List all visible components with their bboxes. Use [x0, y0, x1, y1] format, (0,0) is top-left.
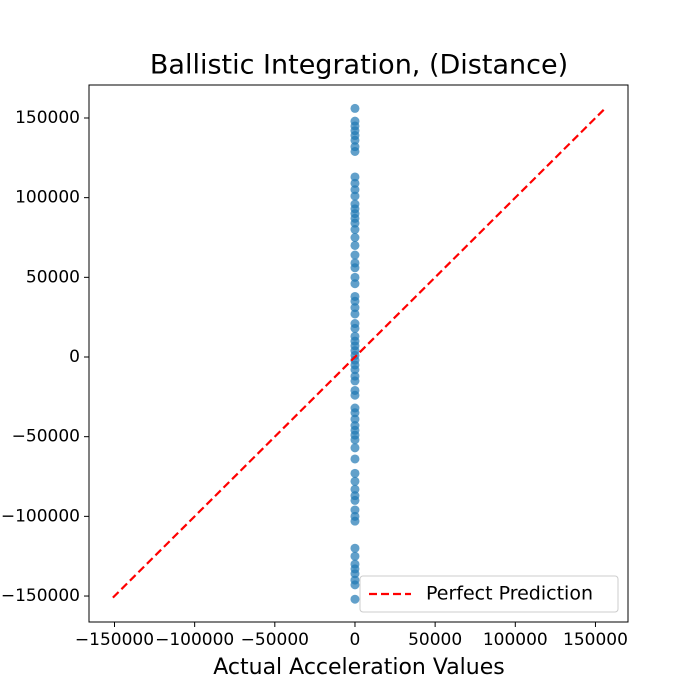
x-tick-label: 150000 — [563, 630, 628, 650]
chart-title: Ballistic Integration, (Distance) — [150, 50, 568, 81]
point — [350, 146, 360, 156]
legend-box — [359, 575, 619, 613]
point — [350, 543, 360, 553]
point — [350, 218, 360, 228]
point — [350, 172, 360, 182]
point — [350, 309, 360, 319]
x-tick-label: −100000 — [155, 630, 234, 650]
point — [350, 516, 360, 526]
point — [350, 580, 360, 590]
point — [350, 225, 360, 235]
point — [350, 103, 360, 113]
point — [350, 476, 360, 486]
point — [350, 435, 360, 445]
point — [350, 551, 360, 561]
point — [350, 250, 360, 260]
point — [350, 135, 360, 145]
point — [350, 414, 360, 424]
point — [350, 443, 360, 453]
point — [350, 484, 360, 494]
point — [350, 454, 360, 464]
point — [350, 272, 360, 282]
y-tick-label: 50000 — [26, 267, 80, 287]
plot-frame — [88, 84, 629, 623]
point — [350, 191, 360, 201]
x-tick-label: −50000 — [241, 630, 309, 650]
x-tick-label: 100000 — [483, 630, 548, 650]
perfect-line — [112, 107, 606, 599]
y-tick-label: −150000 — [1, 586, 80, 606]
point — [350, 594, 360, 604]
y-tick-label: 150000 — [15, 108, 80, 128]
legend-label: Perfect Prediction — [426, 583, 593, 605]
x-axis-label: Actual Acceleration Values — [213, 655, 505, 680]
x-tick-label: 0 — [350, 630, 361, 650]
point — [350, 185, 360, 195]
x-tick-label: −150000 — [75, 630, 154, 650]
point — [350, 505, 360, 515]
y-tick-label: 0 — [69, 347, 80, 367]
point — [350, 240, 360, 250]
x-tick-label: 50000 — [408, 630, 462, 650]
point — [350, 569, 360, 579]
point — [350, 323, 360, 333]
point — [350, 376, 360, 386]
y-tick-label: −50000 — [12, 427, 80, 447]
point — [350, 390, 360, 400]
point — [350, 263, 360, 273]
point — [350, 279, 360, 289]
point — [350, 468, 360, 478]
point — [350, 296, 360, 306]
point — [350, 365, 360, 375]
point — [350, 408, 360, 418]
point — [350, 303, 360, 313]
point — [350, 495, 360, 505]
y-tick-label: 100000 — [15, 188, 80, 208]
y-tick-label: −100000 — [1, 506, 80, 526]
point — [350, 178, 360, 188]
point — [350, 232, 360, 242]
